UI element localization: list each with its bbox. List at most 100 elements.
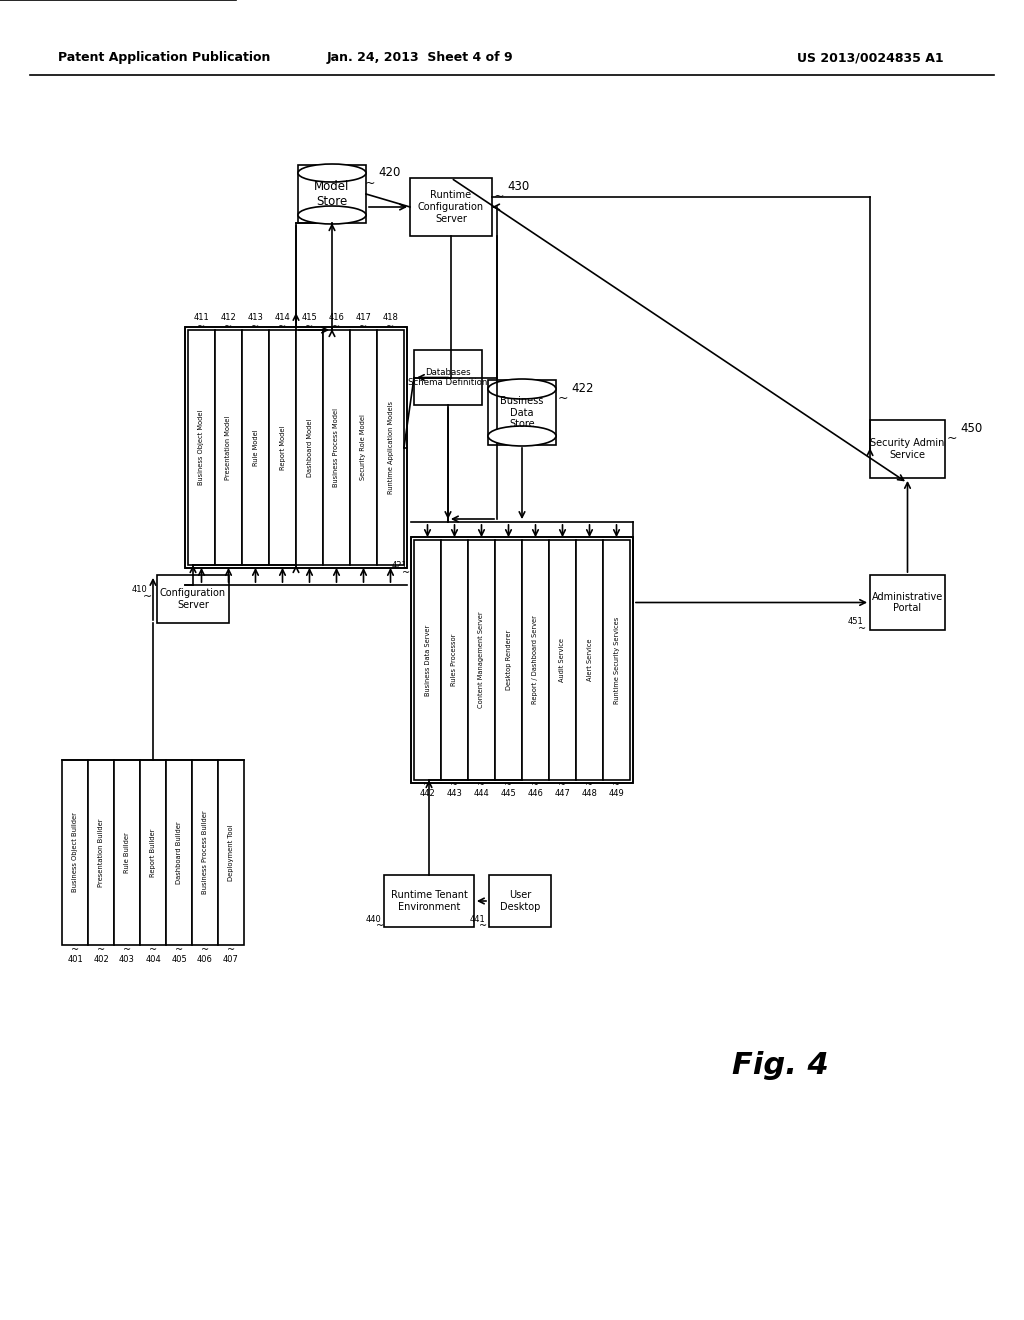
Text: ~: ~ — [227, 945, 236, 954]
Text: ~: ~ — [279, 322, 287, 333]
Text: 414: 414 — [274, 314, 291, 322]
Bar — [488, 380, 556, 445]
Text: Content Management Server: Content Management Server — [478, 611, 484, 709]
Bar — [62, 760, 88, 945]
Ellipse shape — [488, 379, 556, 399]
Text: Desktop Renderer: Desktop Renderer — [506, 630, 512, 690]
Text: 402: 402 — [93, 954, 109, 964]
Bar — [166, 760, 193, 945]
Text: Dashboard Builder: Dashboard Builder — [176, 821, 182, 884]
Text: 411: 411 — [194, 314, 209, 322]
Text: ~: ~ — [148, 945, 157, 954]
Text: Business Process Model: Business Process Model — [334, 408, 340, 487]
Text: ~: ~ — [947, 432, 957, 445]
Text: 450: 450 — [961, 421, 982, 434]
Text: 446: 446 — [527, 789, 544, 799]
Bar — [185, 327, 407, 568]
Text: Presentation Builder: Presentation Builder — [98, 818, 104, 887]
Bar — [522, 540, 549, 780]
Text: Databases
Schema Definition: Databases Schema Definition — [409, 368, 487, 387]
Text: ~: ~ — [142, 591, 152, 602]
Text: ~: ~ — [123, 945, 131, 954]
Text: 430: 430 — [507, 180, 529, 193]
Text: Patent Application Publication: Patent Application Publication — [58, 51, 270, 65]
Text: 421: 421 — [391, 561, 407, 569]
Text: 413: 413 — [248, 314, 263, 322]
Bar — [489, 875, 551, 927]
Text: ~: ~ — [612, 780, 621, 789]
Text: ~: ~ — [201, 945, 209, 954]
Text: 404: 404 — [145, 954, 161, 964]
Text: Security Role Model: Security Role Model — [360, 414, 367, 480]
Ellipse shape — [488, 426, 556, 446]
Text: ~: ~ — [175, 945, 183, 954]
Text: 401: 401 — [68, 954, 83, 964]
Text: Business Data Server: Business Data Server — [425, 624, 430, 696]
Text: 447: 447 — [555, 789, 570, 799]
Bar — [296, 330, 323, 565]
Text: Runtime Tenant
Environment: Runtime Tenant Environment — [390, 890, 467, 912]
Text: ~: ~ — [494, 190, 504, 202]
Text: Rule Builder: Rule Builder — [124, 832, 130, 873]
Text: 449: 449 — [608, 789, 625, 799]
Text: User
Desktop: User Desktop — [500, 890, 541, 912]
Text: 443: 443 — [446, 789, 463, 799]
Text: ~: ~ — [386, 322, 394, 333]
Text: 448: 448 — [582, 789, 597, 799]
Text: Business
Data
Store: Business Data Store — [501, 396, 544, 429]
Bar — [575, 540, 603, 780]
Text: 442: 442 — [420, 789, 435, 799]
Text: 417: 417 — [355, 314, 372, 322]
Text: Deployment Tool: Deployment Tool — [228, 824, 234, 880]
Bar — [185, 327, 407, 568]
Text: 444: 444 — [474, 789, 489, 799]
Text: Rules Processor: Rules Processor — [452, 634, 458, 686]
Text: 416: 416 — [329, 314, 344, 322]
Bar — [242, 330, 269, 565]
Bar — [298, 165, 366, 223]
Bar — [323, 330, 350, 565]
Text: Business Object Model: Business Object Model — [199, 409, 205, 486]
Text: Alert Service: Alert Service — [587, 639, 593, 681]
Text: 445: 445 — [501, 789, 516, 799]
Text: ~: ~ — [505, 780, 513, 789]
Bar — [377, 330, 404, 565]
Text: ~: ~ — [424, 780, 431, 789]
Text: ~: ~ — [451, 780, 459, 789]
Text: Fig. 4: Fig. 4 — [731, 1051, 828, 1080]
Bar — [870, 576, 945, 630]
Bar — [140, 760, 166, 945]
Bar — [441, 540, 468, 780]
Text: ~: ~ — [305, 322, 313, 333]
Text: Security Admin
Service: Security Admin Service — [870, 438, 945, 459]
Bar — [188, 330, 215, 565]
Bar — [411, 537, 633, 783]
Text: 440: 440 — [367, 915, 382, 924]
Text: ~: ~ — [558, 392, 568, 404]
Text: Report Builder: Report Builder — [150, 828, 156, 876]
Text: Runtime Security Services: Runtime Security Services — [613, 616, 620, 704]
Text: 407: 407 — [223, 954, 239, 964]
Text: Configuration
Server: Configuration Server — [160, 589, 226, 610]
Text: 406: 406 — [197, 954, 213, 964]
Text: Runtime Application Models: Runtime Application Models — [387, 401, 393, 494]
Text: Report Model: Report Model — [280, 425, 286, 470]
Text: Business Object Builder: Business Object Builder — [72, 813, 78, 892]
Text: ~: ~ — [479, 921, 487, 931]
Bar — [870, 420, 945, 478]
Bar — [414, 350, 482, 405]
Text: 415: 415 — [302, 314, 317, 322]
Text: ~: ~ — [252, 322, 259, 333]
Bar — [350, 330, 377, 565]
Bar — [114, 760, 140, 945]
Text: Runtime
Configuration
Server: Runtime Configuration Server — [418, 190, 484, 223]
Text: ~: ~ — [402, 568, 410, 578]
Text: ~: ~ — [224, 322, 232, 333]
Text: ~: ~ — [858, 624, 866, 634]
Text: Audit Service: Audit Service — [559, 638, 565, 682]
Text: 441: 441 — [469, 915, 485, 924]
Text: Report / Dashboard Server: Report / Dashboard Server — [532, 615, 539, 705]
Bar — [157, 576, 229, 623]
Bar — [468, 540, 495, 780]
Bar — [410, 178, 492, 236]
